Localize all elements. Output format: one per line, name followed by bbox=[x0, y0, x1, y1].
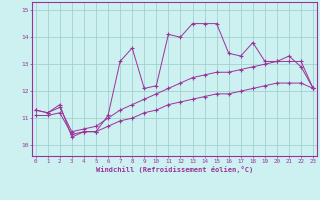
X-axis label: Windchill (Refroidissement éolien,°C): Windchill (Refroidissement éolien,°C) bbox=[96, 166, 253, 173]
